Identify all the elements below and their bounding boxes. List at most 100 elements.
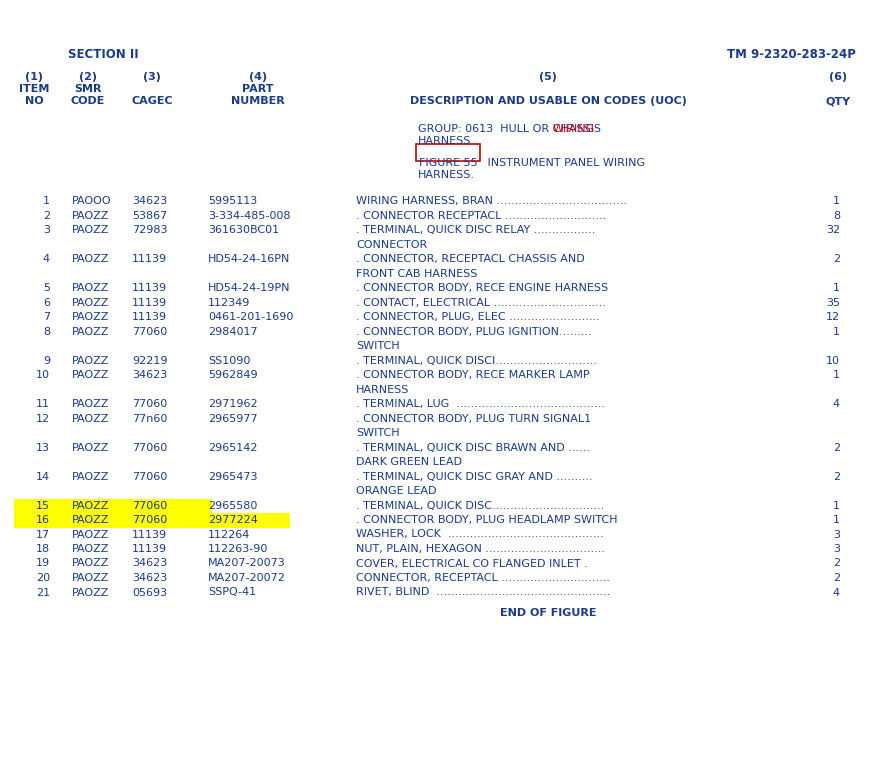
Text: CAGEC: CAGEC xyxy=(131,96,173,106)
Text: . CONNECTOR BODY, PLUG IGNITION.........: . CONNECTOR BODY, PLUG IGNITION......... xyxy=(355,326,591,337)
Text: 32: 32 xyxy=(825,225,839,235)
Text: . CONNECTOR BODY, RECE ENGINE HARNESS: . CONNECTOR BODY, RECE ENGINE HARNESS xyxy=(355,283,608,293)
Text: 11: 11 xyxy=(36,399,50,409)
Text: (5): (5) xyxy=(538,72,556,82)
Text: PAOZZ: PAOZZ xyxy=(72,573,110,583)
Text: CODE: CODE xyxy=(71,96,105,106)
Text: 2965580: 2965580 xyxy=(208,500,257,510)
Text: PAOZZ: PAOZZ xyxy=(72,414,110,424)
Text: SS1090: SS1090 xyxy=(208,355,250,365)
Text: 1: 1 xyxy=(832,500,839,510)
Text: 72983: 72983 xyxy=(132,225,168,235)
Text: 11139: 11139 xyxy=(132,298,167,308)
Text: 34623: 34623 xyxy=(132,559,167,569)
Text: . TERMINAL, LUG  .........................................: . TERMINAL, LUG ........................… xyxy=(355,399,604,409)
Text: . TERMINAL, QUICK DISCI............................: . TERMINAL, QUICK DISCI.................… xyxy=(355,355,596,365)
Text: 34623: 34623 xyxy=(132,196,167,206)
Text: PAOZZ: PAOZZ xyxy=(72,210,110,220)
Text: 3-334-485-008: 3-334-485-008 xyxy=(208,210,290,220)
Text: 11139: 11139 xyxy=(132,312,167,322)
Text: 7: 7 xyxy=(43,312,50,322)
Text: 17: 17 xyxy=(36,530,50,540)
Text: 2: 2 xyxy=(832,442,839,453)
Text: 3: 3 xyxy=(832,530,839,540)
Text: SSPQ-41: SSPQ-41 xyxy=(208,587,256,597)
Text: PAOZZ: PAOZZ xyxy=(72,515,110,525)
Text: ORANGE LEAD: ORANGE LEAD xyxy=(355,486,436,496)
Text: 16: 16 xyxy=(36,515,50,525)
Text: HARNESS.: HARNESS. xyxy=(417,170,474,180)
Text: ITEM: ITEM xyxy=(18,84,49,94)
Text: MA207-20072: MA207-20072 xyxy=(208,573,286,583)
Text: PAOZZ: PAOZZ xyxy=(72,544,110,554)
Text: PAOZZ: PAOZZ xyxy=(72,254,110,264)
Text: PAOZZ: PAOZZ xyxy=(72,587,110,597)
Text: PAOZZ: PAOZZ xyxy=(72,298,110,308)
Text: PAOZZ: PAOZZ xyxy=(72,559,110,569)
Text: 34623: 34623 xyxy=(132,370,167,380)
Text: DARK GREEN LEAD: DARK GREEN LEAD xyxy=(355,457,461,467)
Text: PAOZZ: PAOZZ xyxy=(72,399,110,409)
Text: FRONT CAB HARNESS: FRONT CAB HARNESS xyxy=(355,269,477,279)
Text: 10: 10 xyxy=(36,370,50,380)
Text: . CONNECTOR, PLUG, ELEC .........................: . CONNECTOR, PLUG, ELEC ................… xyxy=(355,312,599,322)
Text: . TERMINAL, QUICK DISC RELAY .................: . TERMINAL, QUICK DISC RELAY ...........… xyxy=(355,225,595,235)
Text: . TERMINAL, QUICK DISC BRAWN AND ......: . TERMINAL, QUICK DISC BRAWN AND ...... xyxy=(355,442,589,453)
Text: . TERMINAL, QUICK DISC...............................: . TERMINAL, QUICK DISC..................… xyxy=(355,500,603,510)
Text: SECTION II: SECTION II xyxy=(68,48,139,61)
Text: 34623: 34623 xyxy=(132,573,167,583)
Text: 11139: 11139 xyxy=(132,283,167,293)
Text: 14: 14 xyxy=(36,471,50,481)
Text: 112264: 112264 xyxy=(208,530,250,540)
Text: RIVET, BLIND  ................................................: RIVET, BLIND ...........................… xyxy=(355,587,610,597)
Text: 112349: 112349 xyxy=(208,298,250,308)
Text: . CONNECTOR RECEPTACL ............................: . CONNECTOR RECEPTACL ..................… xyxy=(355,210,606,220)
Text: TM 9-2320-283-24P: TM 9-2320-283-24P xyxy=(726,48,855,61)
Text: SWITCH: SWITCH xyxy=(355,341,399,351)
Text: 8: 8 xyxy=(832,210,839,220)
Text: 77060: 77060 xyxy=(132,471,167,481)
Text: . CONNECTOR BODY, PLUG TURN SIGNAL1: . CONNECTOR BODY, PLUG TURN SIGNAL1 xyxy=(355,414,590,424)
Text: HD54-24-16PN: HD54-24-16PN xyxy=(208,254,290,264)
Text: PAOZZ: PAOZZ xyxy=(72,326,110,337)
Bar xyxy=(14,513,211,527)
Text: WASHER, LOCK  ...........................................: WASHER, LOCK ...........................… xyxy=(355,530,603,540)
Text: PAOZZ: PAOZZ xyxy=(72,370,110,380)
Text: 2: 2 xyxy=(832,254,839,264)
Text: . CONNECTOR BODY, RECE MARKER LAMP: . CONNECTOR BODY, RECE MARKER LAMP xyxy=(355,370,589,380)
Text: 4: 4 xyxy=(43,254,50,264)
Text: 11139: 11139 xyxy=(132,254,167,264)
Text: HD54-24-19PN: HD54-24-19PN xyxy=(208,283,290,293)
Text: 5: 5 xyxy=(43,283,50,293)
Text: 11139: 11139 xyxy=(132,530,167,540)
Text: NO: NO xyxy=(25,96,43,106)
Text: 2984017: 2984017 xyxy=(208,326,257,337)
Text: 12: 12 xyxy=(825,312,839,322)
Text: 13: 13 xyxy=(36,442,50,453)
Text: 92219: 92219 xyxy=(132,355,168,365)
Text: MA207-20073: MA207-20073 xyxy=(208,559,285,569)
Text: (3): (3) xyxy=(143,72,160,82)
Text: 3: 3 xyxy=(832,544,839,554)
Text: 1: 1 xyxy=(832,515,839,525)
Text: PAOZZ: PAOZZ xyxy=(72,355,110,365)
Bar xyxy=(14,499,211,513)
Text: INSTRUMENT PANEL WIRING: INSTRUMENT PANEL WIRING xyxy=(483,158,645,168)
Text: 2: 2 xyxy=(832,471,839,481)
Text: 2977224: 2977224 xyxy=(208,515,258,525)
Text: . CONNECTOR BODY, PLUG HEADLAMP SWITCH: . CONNECTOR BODY, PLUG HEADLAMP SWITCH xyxy=(355,515,617,525)
Text: 77n60: 77n60 xyxy=(132,414,168,424)
Text: 77060: 77060 xyxy=(132,515,167,525)
Bar xyxy=(200,513,289,527)
Text: 77060: 77060 xyxy=(132,500,167,510)
Text: 1: 1 xyxy=(43,196,50,206)
Text: . TERMINAL, QUICK DISC GRAY AND ..........: . TERMINAL, QUICK DISC GRAY AND ........… xyxy=(355,471,592,481)
Text: 3: 3 xyxy=(43,225,50,235)
Text: PAOZZ: PAOZZ xyxy=(72,283,110,293)
Text: 15: 15 xyxy=(36,500,50,510)
Text: HARNESS: HARNESS xyxy=(355,385,409,394)
Text: 112263-90: 112263-90 xyxy=(208,544,268,554)
Text: 5995113: 5995113 xyxy=(208,196,257,206)
Text: END OF FIGURE: END OF FIGURE xyxy=(499,608,595,618)
Text: 8: 8 xyxy=(43,326,50,337)
